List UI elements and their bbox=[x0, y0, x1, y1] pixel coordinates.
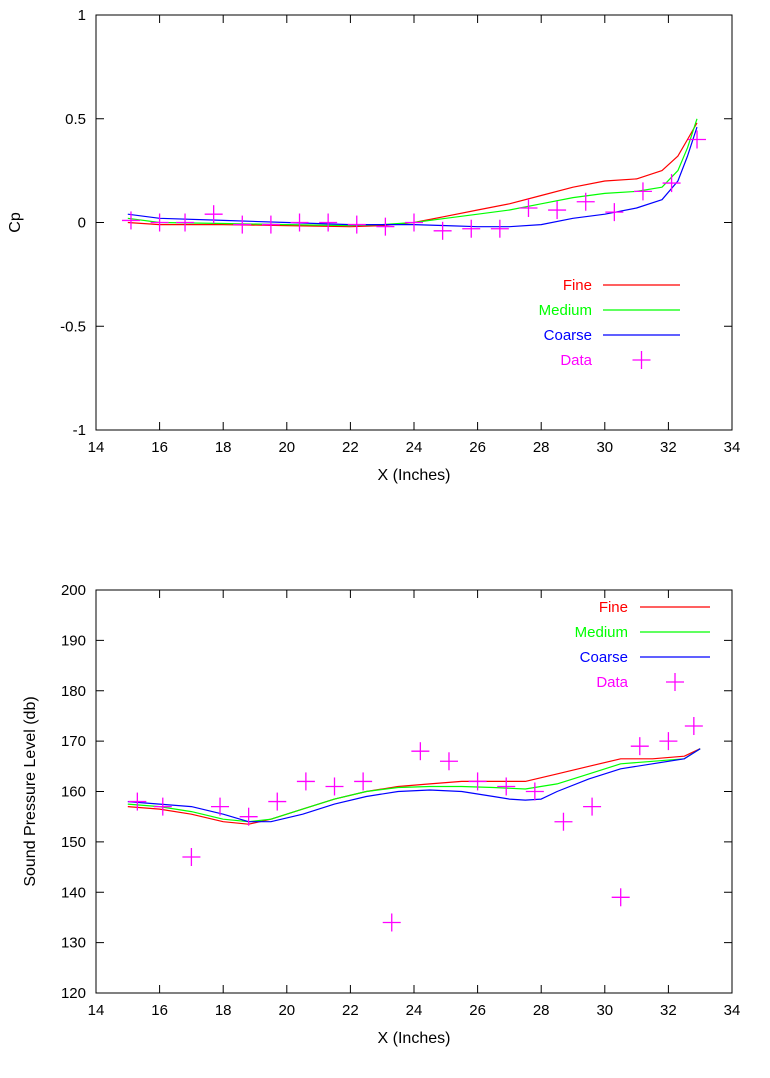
chart-1-data-point bbox=[382, 913, 401, 932]
chart-0-y-tick-label: 0.5 bbox=[65, 111, 86, 128]
chart-0-data-point bbox=[121, 211, 140, 230]
chart-1-data-point bbox=[525, 782, 544, 801]
chart-1-x-tick-label: 20 bbox=[278, 1002, 295, 1019]
chart-1-data-point bbox=[684, 717, 703, 736]
chart-0-data-point bbox=[176, 213, 195, 232]
chart-1-y-tick-label: 170 bbox=[61, 733, 86, 750]
chart-1-y-tick-label: 200 bbox=[61, 582, 86, 599]
chart-0-data-point bbox=[519, 198, 538, 217]
chart-0-data-point bbox=[462, 219, 481, 238]
chart-1-series-fine-line bbox=[127, 748, 701, 825]
chart-0-x-tick-label: 28 bbox=[533, 439, 550, 456]
chart-0-data-point bbox=[319, 213, 338, 232]
chart-1-data-point bbox=[153, 797, 172, 816]
chart-1-data-point bbox=[128, 792, 147, 811]
chart-1-data-point bbox=[630, 737, 649, 756]
chart-0-data-point bbox=[576, 192, 595, 211]
chart-1-legend-label-fine: Fine bbox=[599, 599, 628, 616]
chart-1-y-tick-label: 160 bbox=[61, 784, 86, 801]
chart-1-x-tick-label: 26 bbox=[469, 1002, 486, 1019]
chart-1-data-point bbox=[211, 797, 230, 816]
chart-1-x-tick-label: 32 bbox=[660, 1002, 677, 1019]
chart-1-data-point bbox=[497, 777, 516, 796]
chart-0-data-point bbox=[633, 182, 652, 201]
chart-0-x-tick-label: 16 bbox=[151, 439, 168, 456]
chart-1-x-tick-label: 30 bbox=[596, 1002, 613, 1019]
chart-1-x-tick-label: 24 bbox=[406, 1002, 423, 1019]
chart-0-legend-label-fine: Fine bbox=[563, 277, 592, 294]
chart-1-data-point bbox=[583, 797, 602, 816]
chart-1-x-tick-label: 28 bbox=[533, 1002, 550, 1019]
chart-1-x-tick-label: 22 bbox=[342, 1002, 359, 1019]
chart-1-data-point bbox=[239, 807, 258, 826]
chart-0-legend-label-medium: Medium bbox=[539, 302, 592, 319]
chart-1-y-tick-label: 140 bbox=[61, 884, 86, 901]
chart-0-y-axis-title: Cp bbox=[7, 212, 24, 233]
spl-chart: 14 16 18 20 22 24 26 28 30 32 34 120 130 140 150 160 170… bbox=[22, 582, 740, 1047]
chart-1-data-point bbox=[468, 772, 487, 791]
chart-1-legend-label-data: Data bbox=[596, 674, 628, 691]
chart-0-data-point bbox=[433, 221, 452, 240]
chart-1-data-point bbox=[296, 772, 315, 791]
chart-1-y-tick-label: 180 bbox=[61, 683, 86, 700]
chart-1-data-point bbox=[325, 777, 344, 796]
chart-0-x-tick-label: 14 bbox=[88, 439, 105, 456]
chart-1-data-point bbox=[659, 732, 678, 751]
chart-0-data-point bbox=[150, 213, 169, 232]
chart-0-y-tick-label: -1 bbox=[73, 422, 86, 439]
chart-0-legend-label-data: Data bbox=[560, 352, 592, 369]
chart-0-data-point bbox=[548, 201, 567, 220]
chart-1-y-tick-label: 190 bbox=[61, 632, 86, 649]
chart-1-legend-label-medium: Medium bbox=[575, 624, 628, 641]
chart-0-x-tick-label: 34 bbox=[724, 439, 741, 456]
chart-1-data-point bbox=[439, 752, 458, 771]
chart-0-data-point bbox=[204, 205, 223, 224]
chart-0-x-tick-label: 26 bbox=[469, 439, 486, 456]
chart-0-x-tick-label: 32 bbox=[660, 439, 677, 456]
chart-1-data-point bbox=[411, 742, 430, 761]
chart-1-x-tick-label: 14 bbox=[88, 1002, 105, 1019]
cp-chart: 14 16 18 20 22 24 26 28 30 32 34 -1 -0.5 0 0.5 1 X (Inch… bbox=[7, 7, 740, 484]
chart-0-legend-label-coarse: Coarse bbox=[544, 327, 592, 344]
chart-1-x-tick-label: 18 bbox=[215, 1002, 232, 1019]
chart-0-data-point bbox=[376, 217, 395, 236]
chart-0-data-point bbox=[405, 213, 423, 232]
chart-1-series-medium-line bbox=[127, 748, 701, 823]
chart-0-series-fine-line bbox=[127, 122, 698, 228]
chart-1-y-axis-title: Sound Pressure Level (db) bbox=[22, 696, 39, 886]
chart-1-x-axis-title: X (Inches) bbox=[378, 1030, 451, 1047]
chart-0-y-tick-label: -0.5 bbox=[60, 318, 86, 335]
chart-1-y-tick-label: 130 bbox=[61, 935, 86, 952]
chart-1-data-point bbox=[354, 772, 373, 791]
chart-0-series-coarse-line bbox=[127, 126, 698, 228]
chart-0-x-tick-label: 18 bbox=[215, 439, 232, 456]
chart-0-x-axis-title: X (Inches) bbox=[378, 467, 451, 484]
chart-0-x-tick-label: 30 bbox=[596, 439, 613, 456]
chart-0-y-tick-label: 1 bbox=[78, 7, 86, 24]
chart-0-x-tick-label: 20 bbox=[278, 439, 295, 456]
chart-1-series-coarse-line bbox=[127, 748, 701, 823]
chart-1-plot-frame bbox=[95, 589, 733, 994]
chart-1-data-point bbox=[611, 888, 630, 907]
chart-0-y-tick-label: 0 bbox=[78, 215, 86, 232]
chart-1-data-point bbox=[182, 847, 201, 866]
chart-0-data-point bbox=[662, 174, 681, 193]
chart-1-data-point bbox=[268, 792, 287, 811]
chart-1-legend-label-coarse: Coarse bbox=[580, 649, 628, 666]
chart-0-data-point bbox=[605, 203, 624, 222]
chart-1-data-point bbox=[554, 812, 573, 831]
chart-0-data-point bbox=[347, 215, 366, 234]
chart-1-x-tick-label: 34 bbox=[724, 1002, 741, 1019]
chart-0-data-point bbox=[290, 213, 309, 232]
chart-0-x-tick-label: 24 bbox=[406, 439, 423, 456]
chart-0-data-point bbox=[490, 219, 509, 238]
chart-1-y-tick-label: 150 bbox=[61, 834, 86, 851]
chart-0-x-tick-label: 22 bbox=[342, 439, 359, 456]
chart-1-x-tick-label: 16 bbox=[151, 1002, 168, 1019]
chart-0-data-point bbox=[688, 130, 707, 149]
chart-0-data-point bbox=[261, 215, 280, 234]
chart-1-y-tick-label: 120 bbox=[61, 985, 86, 1002]
chart-0-data-point bbox=[233, 215, 252, 234]
